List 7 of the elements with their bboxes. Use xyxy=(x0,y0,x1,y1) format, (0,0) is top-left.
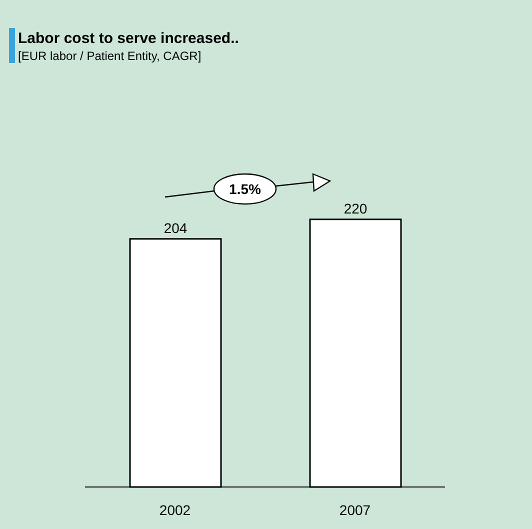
x-tick-label: 2002 xyxy=(159,502,191,518)
data-label: 220 xyxy=(344,200,368,216)
data-label: 204 xyxy=(164,220,188,236)
chart-title: Labor cost to serve increased.. xyxy=(18,30,239,47)
chart-subtitle: [EUR labor / Patient Entity, CAGR] xyxy=(18,49,202,63)
text: 1.5% xyxy=(229,181,262,197)
x-tick-label: 2007 xyxy=(339,502,371,518)
